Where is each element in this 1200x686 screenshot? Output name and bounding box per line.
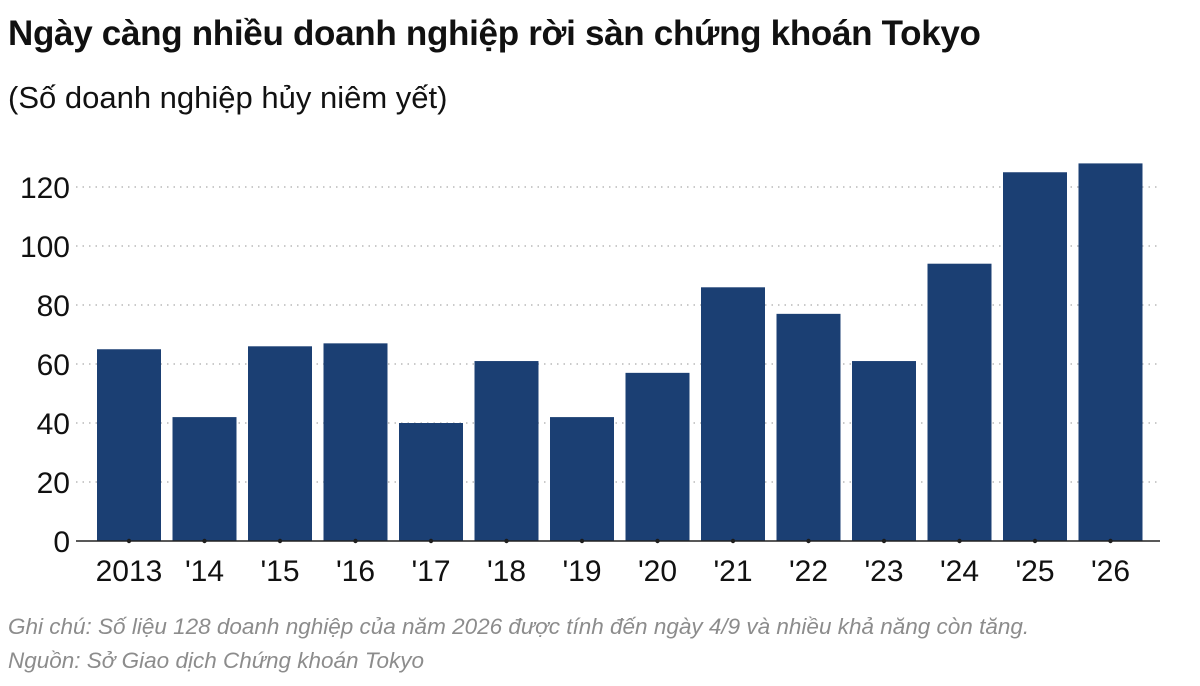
bar	[323, 343, 388, 541]
x-tick-label: '25	[1015, 555, 1054, 588]
bar	[701, 287, 765, 541]
x-tick-label: '24	[940, 555, 979, 588]
bars	[97, 163, 1143, 544]
x-tick-label: '16	[336, 555, 375, 588]
x-tick-label: '22	[789, 555, 828, 588]
chart-title: Ngày càng nhiều doanh nghiệp rời sàn chứ…	[8, 14, 981, 53]
bar	[399, 423, 463, 541]
x-tick-label: '17	[411, 555, 450, 588]
y-axis-tick-labels: 0 20 40 60 80 100 120	[20, 172, 70, 559]
x-tick-label: '15	[260, 555, 299, 588]
bar	[1078, 163, 1143, 541]
x-tick-label: '20	[638, 555, 677, 588]
bar	[474, 361, 539, 541]
bar	[550, 417, 614, 541]
y-tick-label: 120	[20, 172, 70, 205]
bar	[97, 349, 161, 541]
bar	[927, 263, 992, 541]
y-tick-label: 20	[37, 467, 70, 500]
x-tick-label: '23	[864, 555, 903, 588]
chart-subtitle: (Số doanh nghiệp hủy niêm yết)	[8, 80, 448, 115]
bar-chart: 0 20 40 60 80 100 120 2013 '14 '15 '16 '17 '18 '19 '2…	[20, 163, 1160, 588]
y-tick-label: 60	[37, 349, 70, 382]
chart-note: Ghi chú: Số liệu 128 doanh nghiệp của nă…	[8, 614, 1030, 639]
x-tick-label: '21	[713, 555, 752, 588]
y-tick-label: 40	[37, 408, 70, 441]
bar	[1003, 172, 1067, 541]
x-tick-label: 2013	[96, 555, 163, 588]
bar	[852, 361, 916, 541]
gridlines	[76, 186, 1160, 483]
x-tick-label: '26	[1091, 555, 1130, 588]
bar	[625, 372, 690, 541]
bar	[776, 313, 841, 541]
chart-source: Nguồn: Sở Giao dịch Chứng khoán Tokyo	[8, 648, 425, 673]
x-tick-label: '14	[185, 555, 224, 588]
x-tick-label: '18	[487, 555, 526, 588]
y-tick-label: 100	[20, 231, 70, 264]
y-tick-label: 0	[53, 526, 70, 559]
bar	[172, 417, 237, 541]
x-tick-label: '19	[562, 555, 601, 588]
bar	[248, 346, 312, 541]
x-axis-tick-labels: 2013 '14 '15 '16 '17 '18 '19 '20 '21 '22 '23 '24 '25…	[96, 555, 1130, 588]
y-tick-label: 80	[37, 290, 70, 323]
